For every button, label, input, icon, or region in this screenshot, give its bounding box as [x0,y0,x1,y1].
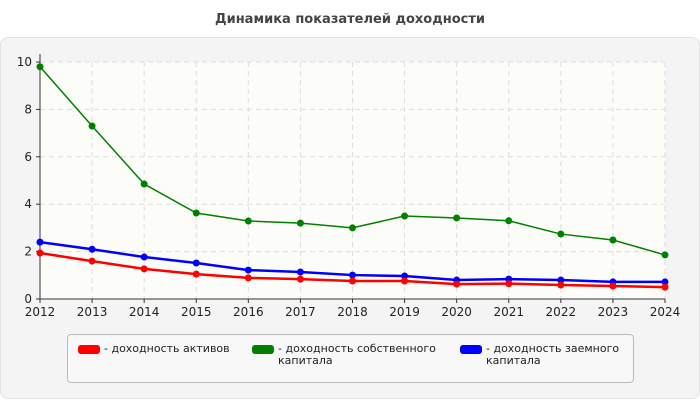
y-tick-label: 8 [24,102,32,116]
data-point [140,265,148,273]
x-tick-label: 2016 [233,305,264,319]
data-point [661,283,669,291]
data-point [505,280,513,288]
legend-item-debt[interactable]: - доходность заемного капитала [460,343,630,367]
legend-label: - доходность собственного капитала [278,342,436,367]
data-point [140,253,148,261]
data-point [244,266,252,274]
data-point [244,274,252,282]
data-point [609,282,617,290]
x-tick-label: 2024 [650,305,681,319]
chart-title: Динамика показателей доходности [215,12,485,27]
data-point [88,257,96,265]
x-tick-label: 2014 [129,305,160,319]
legend-label: - доходность заемного капитала [486,342,620,367]
legend-swatch [78,345,100,354]
data-point [192,270,200,278]
data-point [296,219,304,227]
data-point [401,212,409,220]
y-tick-label: 2 [24,245,32,259]
data-point [296,268,304,276]
data-point [349,224,356,232]
y-tick-label: 0 [24,292,32,306]
data-point [36,238,44,246]
legend-label: - доходность активов [104,342,230,355]
data-point [36,63,44,71]
data-point [192,259,200,267]
data-point [505,217,513,225]
data-point [88,122,96,130]
x-tick-label: 2018 [337,305,368,319]
data-point [88,245,96,253]
x-tick-label: 2015 [181,305,212,319]
data-point [36,249,44,257]
data-point [661,278,669,286]
y-tick-label: 4 [24,197,32,211]
x-tick-label: 2021 [493,305,524,319]
legend-swatch [252,345,274,354]
x-tick-label: 2013 [77,305,108,319]
data-point [557,230,565,238]
x-tick-label: 2023 [598,305,629,319]
legend: - доходность активов - доходность собств… [67,334,634,383]
data-point [244,217,252,225]
data-point [349,271,356,279]
x-tick-label: 2019 [389,305,420,319]
data-point [401,272,409,280]
data-point [453,214,461,222]
data-point [296,275,304,283]
data-point [140,180,148,188]
data-point [609,236,617,244]
data-point [557,281,565,289]
data-point [192,209,200,217]
legend-item-equity[interactable]: - доходность собственного капитала [252,343,442,367]
data-point [661,251,669,259]
data-point [557,276,565,284]
legend-item-assets[interactable]: - доходность активов [78,343,230,355]
data-point [453,280,461,288]
y-tick-label: 10 [17,55,32,69]
x-tick-label: 2022 [546,305,577,319]
x-tick-label: 2012 [25,305,56,319]
x-tick-label: 2017 [285,305,316,319]
data-point [349,277,356,285]
y-tick-label: 6 [24,150,32,164]
x-tick-label: 2020 [441,305,472,319]
legend-swatch [460,345,482,354]
data-point [401,277,409,285]
